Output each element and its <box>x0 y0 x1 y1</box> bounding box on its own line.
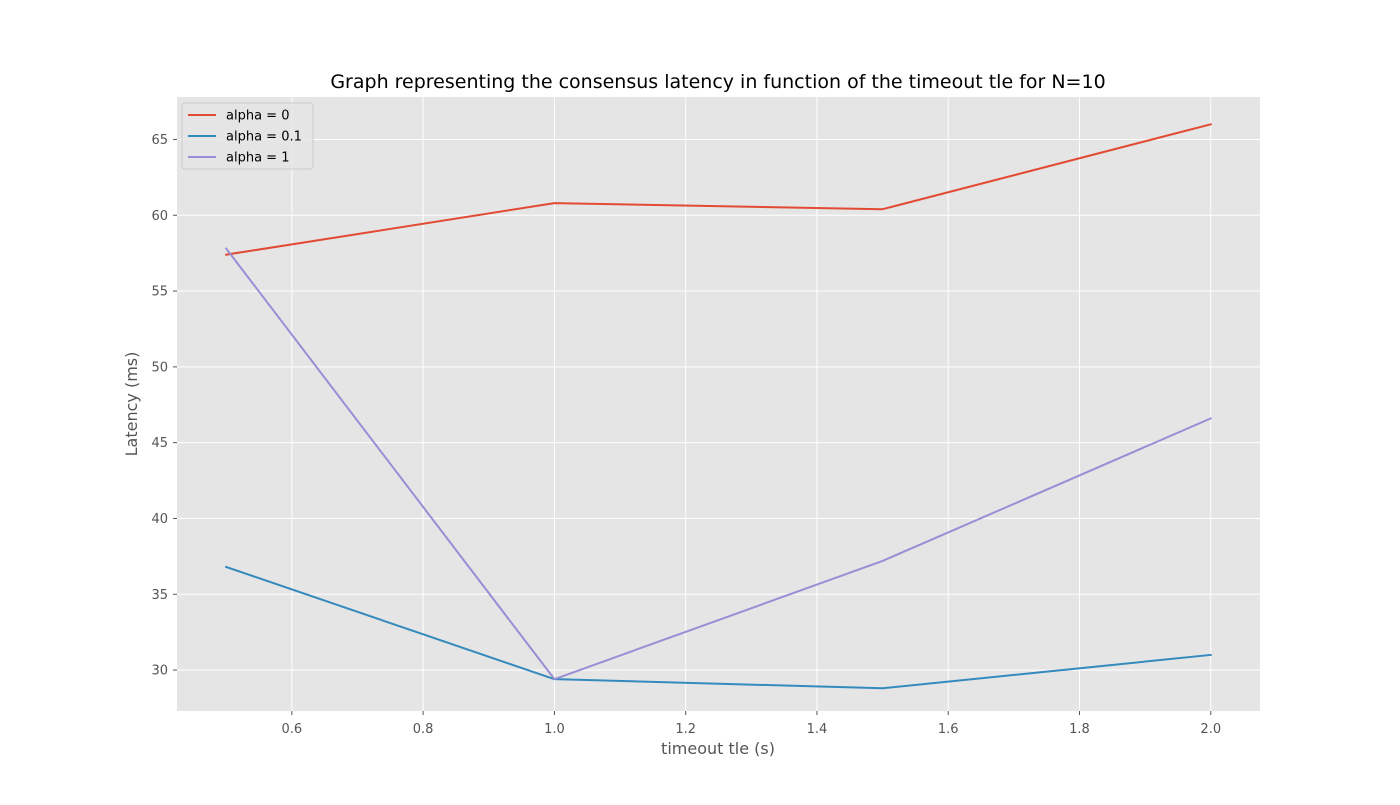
y-tick-label: 45 <box>151 436 168 451</box>
x-axis-ticks: 0.6 0.8 1.0 1.2 1.4 1.6 1.8 2.0 <box>282 711 1221 737</box>
legend-label: alpha = 0.1 <box>226 130 302 145</box>
y-axis-ticks: 30 35 40 45 50 55 60 65 <box>151 133 177 679</box>
x-tick-label: 1.4 <box>807 722 828 737</box>
legend-label: alpha = 1 <box>226 151 289 166</box>
y-tick-label: 55 <box>151 285 168 300</box>
y-tick-label: 40 <box>151 512 168 527</box>
y-tick-label: 30 <box>151 664 168 679</box>
x-tick-label: 1.8 <box>1069 722 1090 737</box>
grid-lines <box>177 97 1260 711</box>
y-tick-label: 60 <box>151 209 168 224</box>
chart-title: Graph representing the consensus latency… <box>330 71 1105 93</box>
y-tick-label: 35 <box>151 588 168 603</box>
legend-label: alpha = 0 <box>226 109 289 124</box>
x-tick-label: 0.6 <box>282 722 303 737</box>
series-line-1 <box>225 123 1212 256</box>
x-tick-label: 1.6 <box>938 722 959 737</box>
x-tick-label: 1.0 <box>544 722 565 737</box>
series-line-3 <box>224 247 1213 681</box>
x-tick-label: 0.8 <box>413 722 434 737</box>
x-tick-label: 1.2 <box>675 722 696 737</box>
y-tick-label: 50 <box>151 360 168 375</box>
legend-box <box>181 102 314 170</box>
x-axis-label: timeout tle (s) <box>661 739 775 758</box>
series-lines <box>224 123 1213 690</box>
plot-area <box>177 97 1260 711</box>
y-tick-label: 65 <box>151 133 168 148</box>
series-line-2 <box>224 565 1212 690</box>
legend: alpha = 0 alpha = 0.1 alpha = 1 <box>181 102 314 170</box>
x-tick-label: 2.0 <box>1200 722 1221 737</box>
y-axis-label: Latency (ms) <box>122 352 141 457</box>
